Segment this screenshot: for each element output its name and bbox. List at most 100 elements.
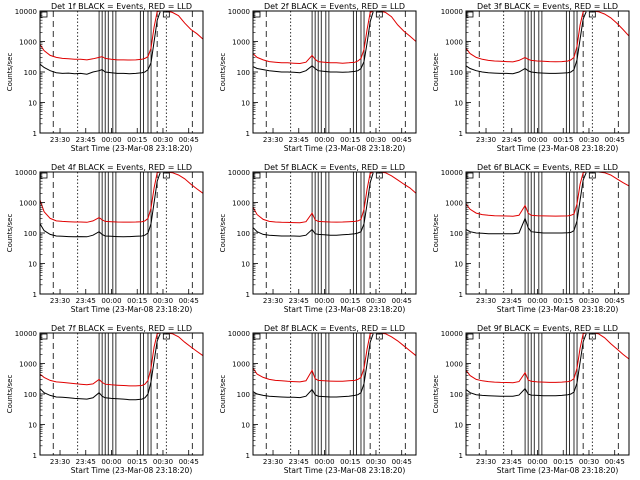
y-tick-label: 10 xyxy=(454,422,463,430)
y-axis-label: Counts/sec xyxy=(6,214,14,253)
x-tick-label: 00:45 xyxy=(605,136,625,144)
start-marker xyxy=(466,172,474,179)
panel-title: Det 2f BLACK = Events, RED = LLD xyxy=(264,2,405,11)
y-axis-label: Counts/sec xyxy=(432,53,440,92)
events-series-line xyxy=(39,11,161,75)
x-tick-label: 23:45 xyxy=(502,458,522,466)
lld-series-line xyxy=(465,171,630,217)
y-tick-label: 1 xyxy=(33,452,37,460)
x-axis-label: Start Time (23-Mar-08 23:18:20) xyxy=(497,144,619,153)
plot-frame xyxy=(39,332,204,456)
y-tick-label: 1000 xyxy=(19,39,37,47)
y-tick-label: 1000 xyxy=(445,200,463,208)
x-tick-label: 00:00 xyxy=(314,297,334,305)
x-tick-label: 00:30 xyxy=(153,458,173,466)
x-axis-label: Start Time (23-Mar-08 23:18:20) xyxy=(284,305,406,314)
y-axis-label: Counts/sec xyxy=(432,375,440,414)
x-tick-label: 23:30 xyxy=(50,136,70,144)
saa-marker xyxy=(162,11,170,18)
x-tick-label: 23:45 xyxy=(289,297,309,305)
x-tick-label: 23:30 xyxy=(263,297,283,305)
y-tick-label: 10000 xyxy=(228,8,250,16)
x-tick-label: 00:00 xyxy=(101,458,121,466)
start-marker xyxy=(466,333,474,340)
lld-series-line xyxy=(252,10,417,65)
x-tick-label: 23:45 xyxy=(289,136,309,144)
y-tick-label: 100 xyxy=(237,230,250,238)
x-tick-label: 00:15 xyxy=(340,458,360,466)
y-tick-label: 1000 xyxy=(19,200,37,208)
events-series-line xyxy=(465,333,587,397)
x-tick-label: 00:00 xyxy=(101,136,121,144)
y-tick-label: 10 xyxy=(241,261,250,269)
y-tick-label: 100 xyxy=(237,69,250,77)
x-tick-label: 00:45 xyxy=(392,297,412,305)
y-axis-label: Counts/sec xyxy=(219,214,227,253)
x-tick-label: 00:30 xyxy=(153,297,173,305)
x-tick-label: 00:30 xyxy=(579,458,599,466)
x-tick-label: 00:00 xyxy=(527,458,547,466)
y-tick-label: 100 xyxy=(24,69,37,77)
y-tick-label: 1000 xyxy=(19,361,37,369)
x-tick-label: 00:00 xyxy=(101,297,121,305)
events-series-line xyxy=(252,11,374,74)
saa-marker xyxy=(375,11,383,18)
panel-title: Det 9f BLACK = Events, RED = LLD xyxy=(477,324,618,333)
lld-series-line xyxy=(465,10,630,63)
y-axis-label: Counts/sec xyxy=(219,375,227,414)
x-axis-label: Start Time (23-Mar-08 23:18:20) xyxy=(71,144,193,153)
x-tick-label: 00:00 xyxy=(314,458,334,466)
panel-9: Det 9f BLACK = Events, RED = LLD Counts/s… xyxy=(432,324,630,475)
plot-frame xyxy=(252,332,417,456)
start-marker xyxy=(40,172,48,179)
panel-5: Det 5f BLACK = Events, RED = LLD Counts/s… xyxy=(219,163,417,314)
y-axis-label: Counts/sec xyxy=(219,53,227,92)
y-tick-label: 100 xyxy=(450,391,463,399)
plot-frame xyxy=(465,10,630,134)
x-tick-label: 00:45 xyxy=(179,136,199,144)
y-tick-label: 1000 xyxy=(232,200,250,208)
x-tick-label: 23:45 xyxy=(76,458,96,466)
panel-title: Det 6f BLACK = Events, RED = LLD xyxy=(477,163,618,172)
x-axis-label: Start Time (23-Mar-08 23:18:20) xyxy=(71,466,193,475)
panel-title: Det 8f BLACK = Events, RED = LLD xyxy=(264,324,405,333)
lld-series-line xyxy=(252,171,417,224)
panel-title: Det 3f BLACK = Events, RED = LLD xyxy=(477,2,618,11)
panel-4: Det 4f BLACK = Events, RED = LLD Counts/s… xyxy=(6,163,204,314)
panel-3: Det 3f BLACK = Events, RED = LLD Counts/s… xyxy=(432,2,630,153)
y-tick-label: 10000 xyxy=(15,8,37,16)
events-series-line xyxy=(252,172,374,237)
events-series-line xyxy=(465,172,587,235)
y-axis-label: Counts/sec xyxy=(6,375,14,414)
x-tick-label: 00:30 xyxy=(579,136,599,144)
panel-7: Det 7f BLACK = Events, RED = LLD Counts/s… xyxy=(6,324,204,475)
x-tick-label: 23:45 xyxy=(76,297,96,305)
y-tick-label: 10 xyxy=(454,100,463,108)
y-tick-label: 1 xyxy=(459,130,463,138)
x-tick-label: 00:30 xyxy=(153,136,173,144)
saa-marker xyxy=(588,333,596,340)
x-tick-label: 00:15 xyxy=(340,297,360,305)
y-tick-label: 1000 xyxy=(445,361,463,369)
y-tick-label: 10 xyxy=(454,261,463,269)
x-tick-label: 23:45 xyxy=(76,136,96,144)
y-tick-label: 1 xyxy=(246,130,250,138)
x-tick-label: 23:30 xyxy=(50,297,70,305)
x-tick-label: 00:00 xyxy=(527,297,547,305)
y-tick-label: 100 xyxy=(237,391,250,399)
y-tick-label: 1 xyxy=(246,291,250,299)
x-tick-label: 00:15 xyxy=(553,458,573,466)
lld-series-line xyxy=(39,332,204,387)
x-tick-label: 00:00 xyxy=(527,136,547,144)
x-tick-label: 23:45 xyxy=(502,136,522,144)
lld-series-line xyxy=(465,332,630,384)
events-series-line xyxy=(39,172,161,238)
y-tick-label: 1 xyxy=(246,452,250,460)
x-tick-label: 23:30 xyxy=(263,458,283,466)
y-tick-label: 10000 xyxy=(441,8,463,16)
x-tick-label: 00:45 xyxy=(179,297,199,305)
events-series-line xyxy=(465,11,587,75)
panel-2: Det 2f BLACK = Events, RED = LLD Counts/s… xyxy=(219,2,417,153)
x-tick-label: 00:15 xyxy=(553,297,573,305)
